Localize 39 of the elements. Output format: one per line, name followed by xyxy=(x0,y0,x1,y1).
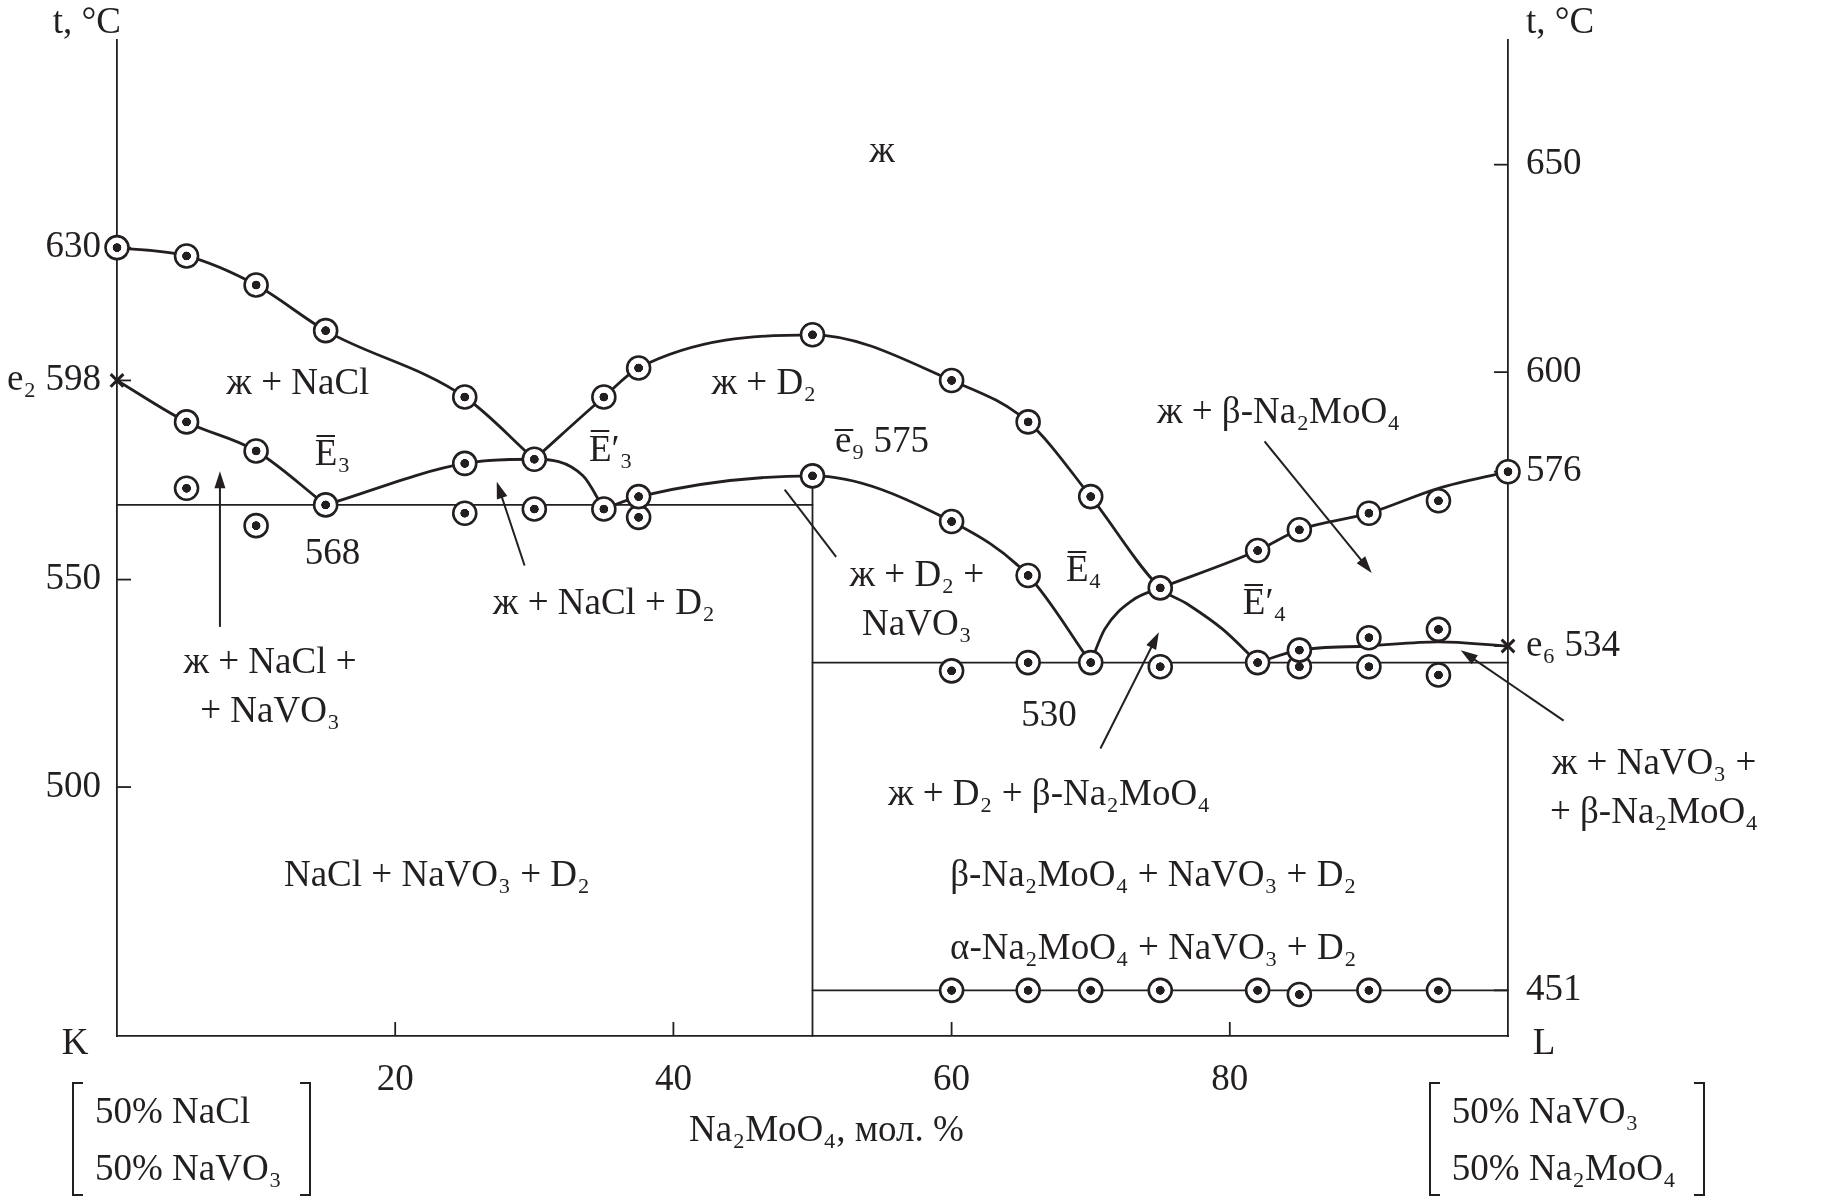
text: 50% NaCl 50% NaVO₃ xyxy=(94,1089,283,1190)
text: 50% NaVO₃ 50% Na₂MoO₄ xyxy=(1450,1089,1677,1190)
annotation: β-Na₂MoO₄ + NaVO₃ + D₂ xyxy=(950,852,1357,894)
annotation: E̅′₃ xyxy=(589,427,633,469)
annotation: e̅₉ 575 xyxy=(833,419,930,461)
annotation: E̅₃ xyxy=(314,431,351,473)
x-tick-label: 60 xyxy=(933,1056,971,1098)
y-tick-label: e₂ 598 xyxy=(6,357,101,399)
annotation: ж + NaCl xyxy=(225,361,370,403)
annotation: NaCl + NaVO₃ + D₂ xyxy=(283,852,590,894)
annotation: ж xyxy=(868,128,896,170)
x-tick-label: 20 xyxy=(376,1056,414,1098)
y-tick-label: 500 xyxy=(45,763,101,805)
annotation: α-Na₂MoO₄ + NaVO₃ + D₂ xyxy=(949,925,1357,967)
annotation: ж + D₂ xyxy=(710,361,817,403)
annotation: 530 xyxy=(1021,693,1077,735)
annotation: ж + β-Na₂MoO₄ xyxy=(1155,390,1401,432)
y2-tick-label: 576 xyxy=(1526,448,1582,490)
y2-axis-title: t, °C xyxy=(1526,0,1595,41)
annotation: ж + NaCl + D₂ xyxy=(491,581,715,623)
x-axis-title: Na₂MoO₄, мол. % xyxy=(689,1107,964,1149)
text: ж + NaVO₃ + + β-Na₂MoO₄ xyxy=(1549,741,1759,832)
annotation: E̅′₄ xyxy=(1242,581,1287,623)
text: L xyxy=(1532,1020,1556,1062)
x-tick-label: 80 xyxy=(1211,1056,1249,1098)
y2-tick-label: 650 xyxy=(1526,141,1582,183)
x-tick-label: 40 xyxy=(654,1056,692,1098)
y-tick-label: 550 xyxy=(45,556,101,598)
y2-tick-label: 600 xyxy=(1526,348,1582,390)
annotation: 568 xyxy=(304,531,361,573)
y2-tick-label: e₆ 534 xyxy=(1526,622,1621,664)
annotation: ж + NaCl + + NaVO₃ xyxy=(182,639,357,730)
annotation: ж + D₂ + NaVO₃ xyxy=(848,552,985,643)
y-axis-title: t, °C xyxy=(52,0,121,41)
y-tick-label: 630 xyxy=(45,224,101,266)
y2-tick-label: 451 xyxy=(1526,967,1582,1009)
annotation: ж + D₂ + β-Na₂MoO₄ xyxy=(886,772,1211,814)
text: K xyxy=(61,1020,89,1062)
annotation: E̅₄ xyxy=(1065,548,1102,590)
